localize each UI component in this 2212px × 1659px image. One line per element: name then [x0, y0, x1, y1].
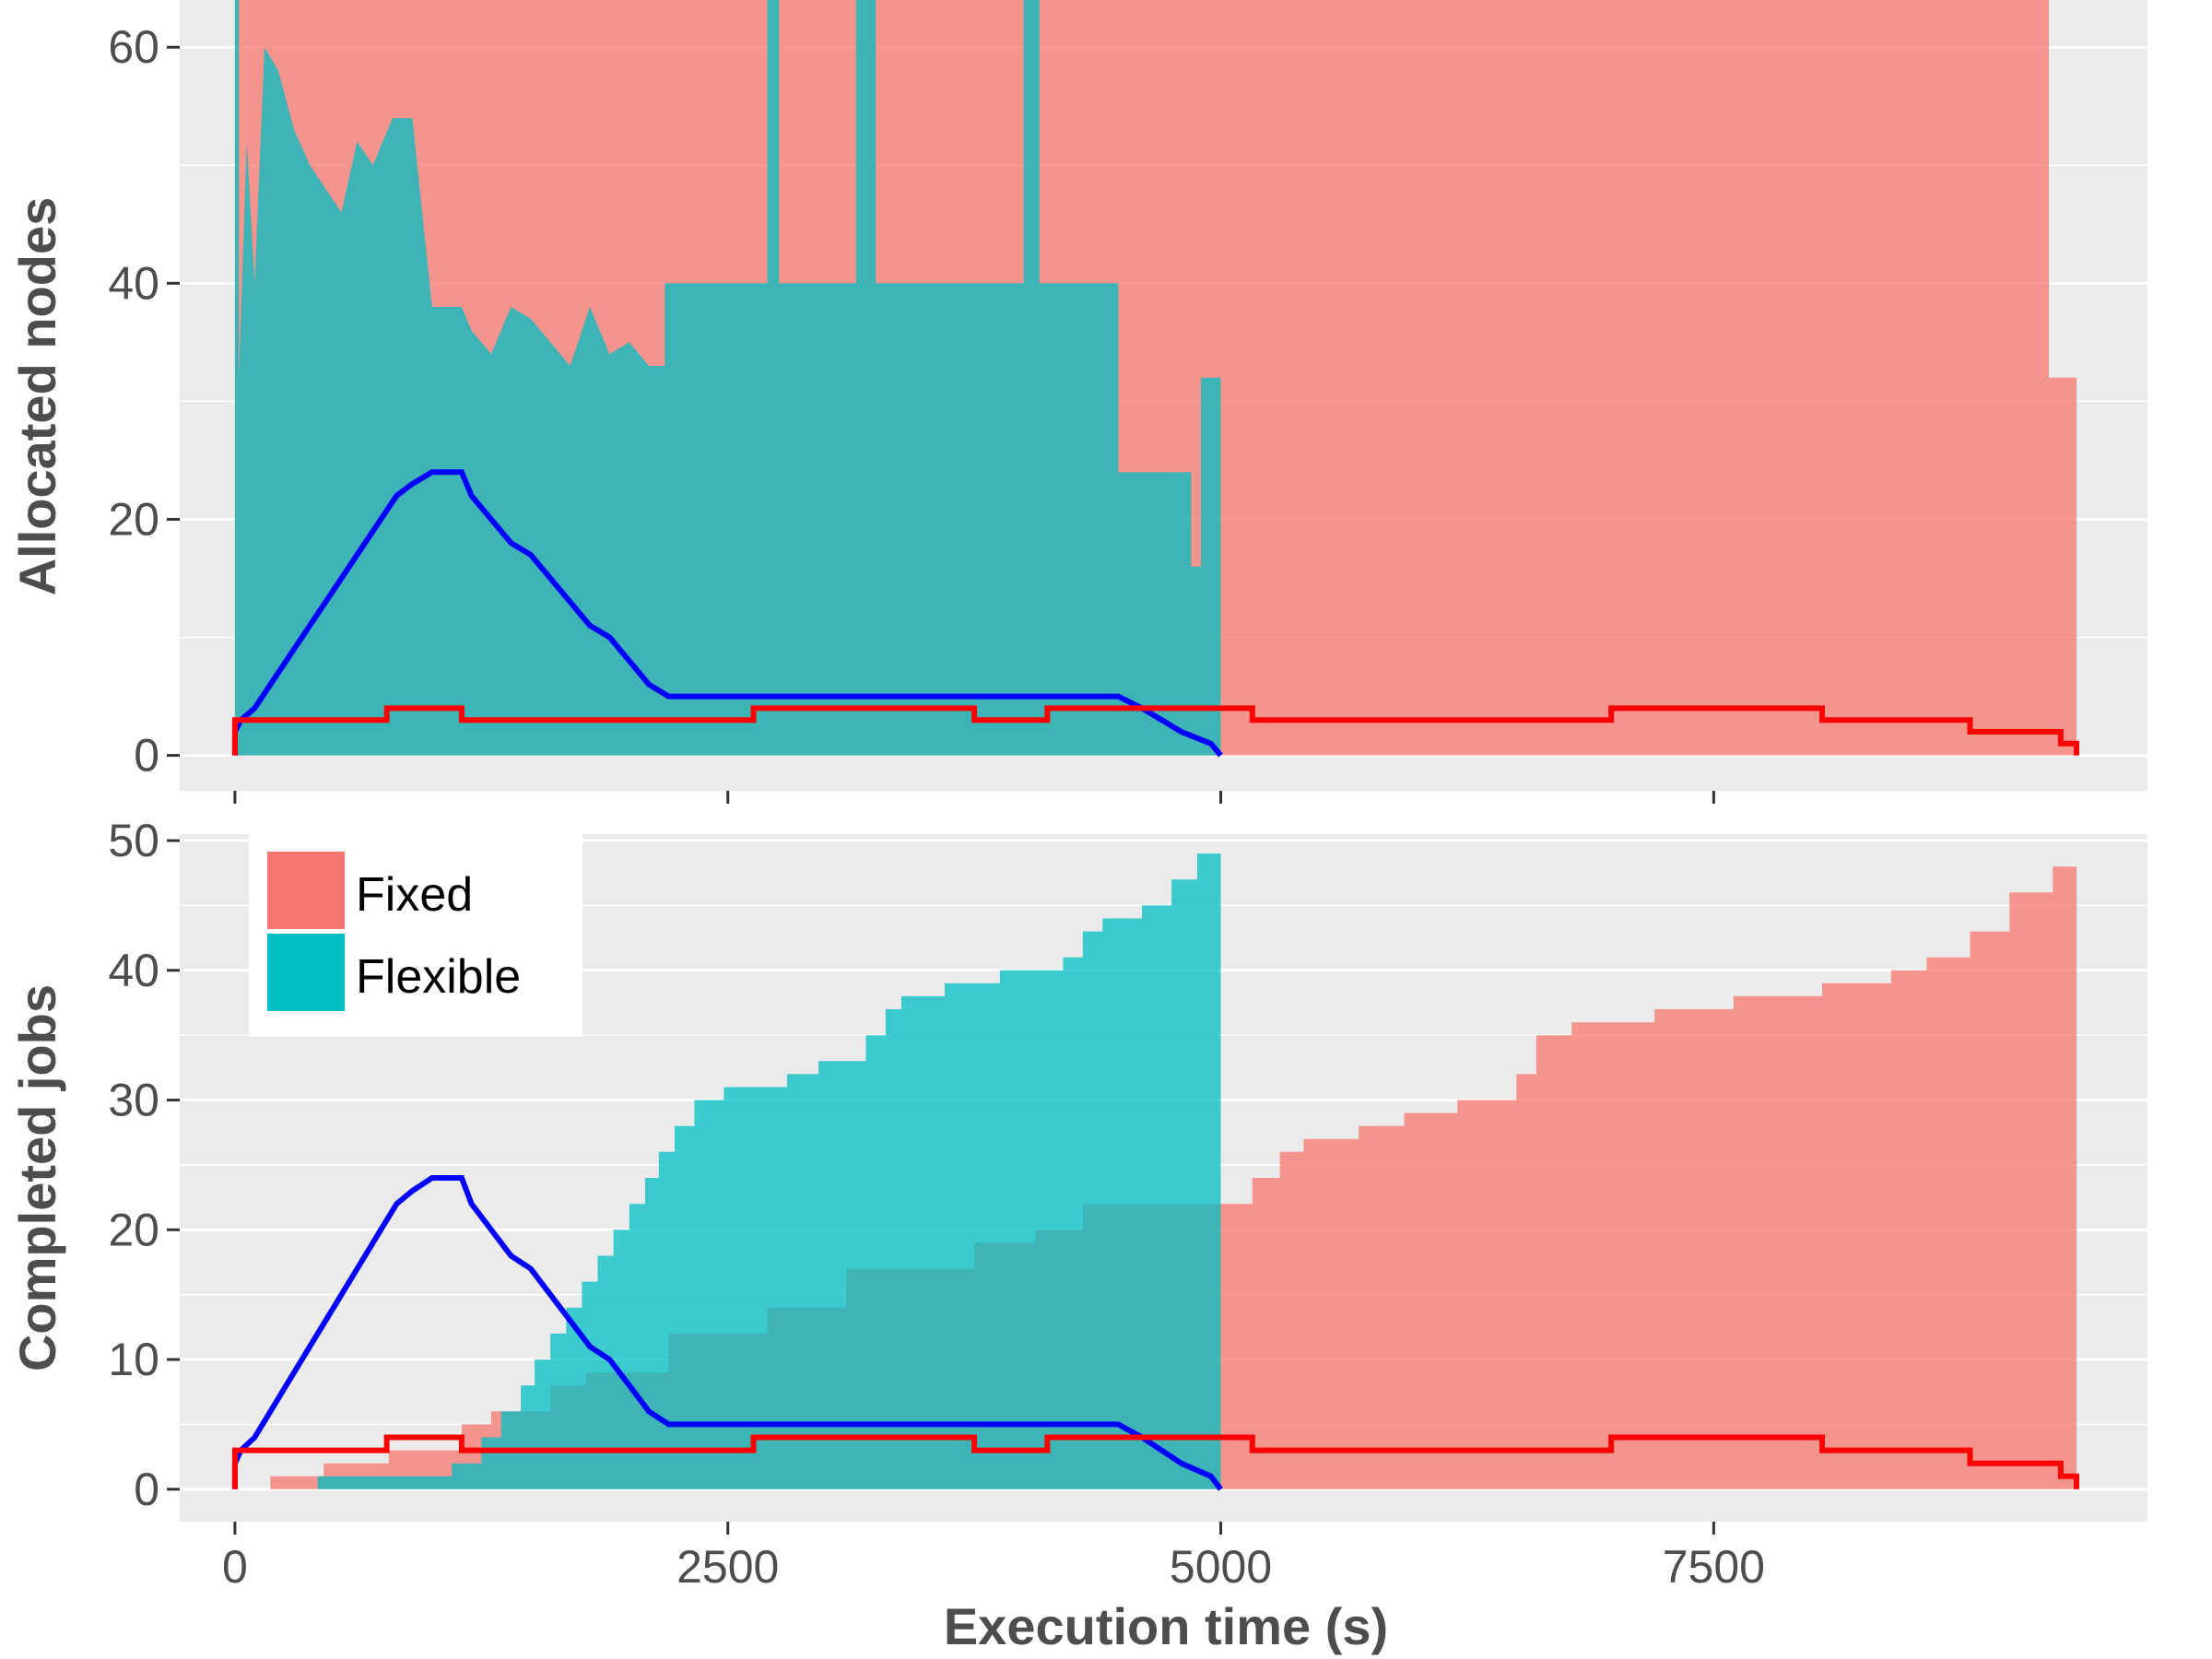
series-area-flexible-nodes	[234, 0, 1221, 756]
x-tick-label: 5000	[1170, 1541, 1272, 1593]
legend-key-flexible	[267, 934, 345, 1011]
series-line-flexible-running-jobs-nodes	[231, 469, 1223, 758]
x-axis-title: Execution time (s)	[944, 1597, 1388, 1655]
legend: Fixed Flexible	[249, 834, 582, 1037]
y-axis-title-nodes: Allocated nodes	[8, 197, 66, 596]
y-tick-label-jobs: 20	[108, 1204, 159, 1255]
series-line-fixed-running-jobs-jobs	[231, 1434, 2079, 1489]
legend-label-fixed: Fixed	[356, 868, 473, 922]
y-tick-label-nodes: 60	[108, 21, 159, 73]
y-axis-title-jobs: Completed jobs	[8, 984, 66, 1371]
series-line-fixed-running-jobs-nodes	[231, 705, 2079, 756]
y-tick-label-jobs: 0	[134, 1464, 159, 1515]
y-tick-label-nodes: 0	[134, 730, 159, 782]
y-tick-label-jobs: 30	[108, 1075, 159, 1126]
x-tick-label: 7500	[1663, 1541, 1765, 1593]
y-tick-label-nodes: 20	[108, 493, 159, 545]
x-tick-label: 0	[222, 1541, 248, 1593]
y-tick-label-jobs: 50	[108, 815, 159, 866]
legend-key-fixed	[267, 852, 345, 929]
y-tick-label-nodes: 40	[108, 257, 159, 309]
legend-label-flexible: Flexible	[356, 950, 521, 1004]
y-tick-label-jobs: 40	[108, 945, 159, 996]
series-area-flexible-jobs	[317, 853, 1221, 1489]
series-layer	[231, 0, 2079, 1491]
series-line-flexible-running-jobs-jobs	[231, 1175, 1223, 1491]
y-tick-label-jobs: 10	[108, 1334, 159, 1385]
x-tick-label: 2500	[677, 1541, 779, 1593]
axes-layer: 0 20 40 60 0 10 20 30 40 50 0 2500 5000 7500	[108, 21, 1765, 1593]
